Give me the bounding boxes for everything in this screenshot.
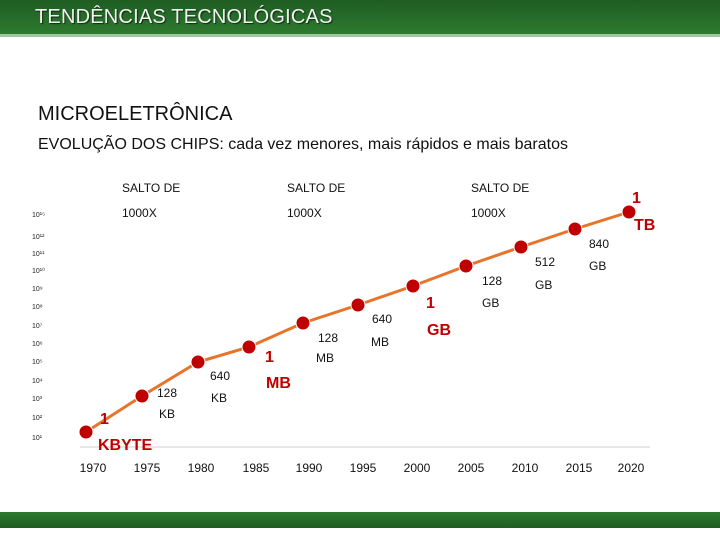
y-tick-label: 10⁴ [32, 378, 43, 385]
data-point [241, 339, 257, 355]
data-point [350, 297, 366, 313]
x-tick-label: 1995 [350, 461, 377, 475]
point-label: 640 [210, 369, 230, 383]
point-label: 128 [482, 274, 502, 288]
y-tick-label: 10¹⁰ [32, 267, 45, 275]
point-label: 640 [372, 312, 392, 326]
point-label: 840 [589, 237, 609, 251]
series-markers [78, 204, 637, 440]
y-tick-label: 10⁶ [32, 341, 43, 348]
jump-annotation-line1: SALTO DE [471, 181, 529, 195]
section-description: EVOLUÇÃO DOS CHIPS: cada vez menores, ma… [38, 136, 568, 153]
jump-annotation-line2: 1000X [122, 206, 157, 220]
jump-annotations: SALTO DE 1000X SALTO DE 1000X SALTO DE 1000X [122, 181, 529, 220]
header-bar [0, 0, 720, 34]
x-tick-label: 1970 [80, 461, 107, 475]
jump-annotation-line2: 1000X [471, 206, 506, 220]
point-label: 1 [426, 295, 435, 312]
data-point [458, 258, 474, 274]
y-tick-label: 10⁹ [32, 286, 43, 293]
jump-annotation-line2: 1000X [287, 206, 322, 220]
point-label: KB [159, 407, 175, 421]
point-label: MB [371, 335, 389, 349]
x-tick-label: 2000 [404, 461, 431, 475]
data-point [78, 424, 94, 440]
x-tick-label: 1980 [188, 461, 215, 475]
point-label: MB [266, 375, 291, 392]
jump-annotation-line1: SALTO DE [287, 181, 345, 195]
x-tick-label: 2005 [458, 461, 485, 475]
point-label: 128 [318, 331, 338, 345]
y-tick-label: 10² [32, 415, 43, 422]
point-label: GB [589, 259, 606, 273]
data-point [134, 388, 150, 404]
point-label: TB [634, 217, 655, 234]
data-point [621, 204, 637, 220]
point-label: KB [211, 391, 227, 405]
x-tick-label: 1985 [243, 461, 270, 475]
x-axis-ticks: 1970 1975 1980 1985 1990 1995 2000 2005 2010 2015… [80, 461, 645, 475]
data-point [295, 315, 311, 331]
point-label: GB [535, 278, 552, 292]
x-tick-label: 2010 [512, 461, 539, 475]
y-tick-label: 10⁷ [32, 323, 43, 330]
point-label: GB [482, 296, 499, 310]
point-label: KBYTE [98, 437, 153, 454]
y-tick-label: 10⁸ [32, 304, 43, 311]
y-tick-label: 10¹¹ [32, 251, 45, 258]
y-tick-label: 10³ [32, 396, 43, 403]
page-title: TENDÊNCIAS TECNOLÓGICAS [35, 6, 333, 28]
y-tick-label: 10¹ [32, 435, 43, 442]
point-label: 1 [632, 190, 641, 207]
data-point [190, 354, 206, 370]
y-axis-ticks: 10¹⁵ 10¹² 10¹¹ 10¹⁰ 10⁹ 10⁸ 10⁷ 10⁶ 10⁵ 10⁴ 10³ 10²… [32, 212, 45, 442]
x-tick-label: 2020 [618, 461, 645, 475]
point-label: GB [427, 322, 451, 339]
data-point [513, 239, 529, 255]
point-labels: 1 KBYTE 128 KB 640 KB 1 MB 128 MB 640 MB 1 GB 128 GB 512… [98, 190, 655, 454]
jump-annotation-line1: SALTO DE [122, 181, 180, 195]
point-label: MB [316, 351, 334, 365]
point-label: 128 [157, 386, 177, 400]
y-tick-label: 10⁵ [32, 359, 43, 366]
x-tick-label: 1975 [134, 461, 161, 475]
y-tick-label: 10¹² [32, 234, 45, 241]
point-label: 1 [100, 411, 109, 428]
data-point [405, 278, 421, 294]
x-tick-label: 1990 [296, 461, 323, 475]
point-label: 512 [535, 255, 555, 269]
section-title: MICROELETRÔNICA [38, 103, 233, 125]
x-tick-label: 2015 [566, 461, 593, 475]
footer-bar [0, 512, 720, 528]
data-point [567, 221, 583, 237]
header-divider [0, 34, 720, 37]
point-label: 1 [265, 349, 274, 366]
y-tick-label: 10¹⁵ [32, 212, 45, 219]
